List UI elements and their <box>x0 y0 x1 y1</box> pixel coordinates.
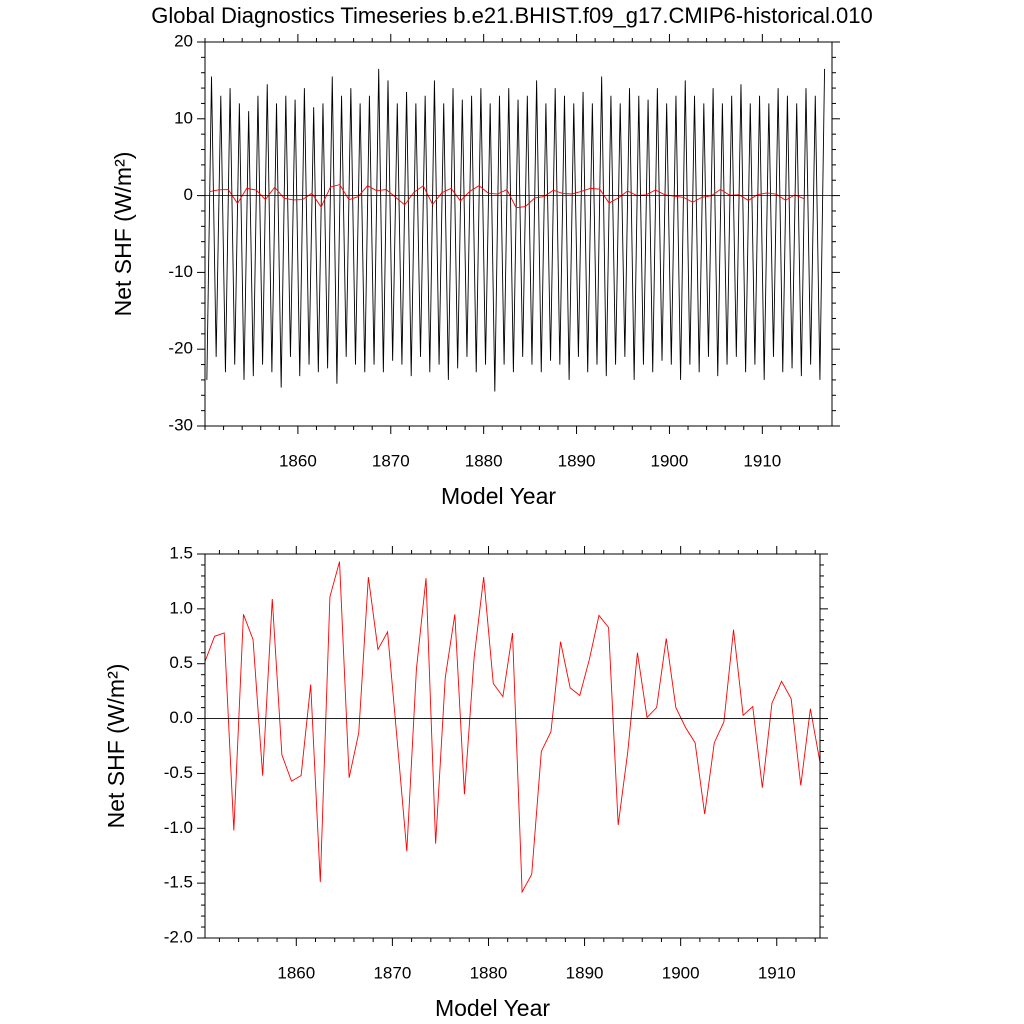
y-tick-label: -1.5 <box>164 873 193 892</box>
y-tick-label: -2.0 <box>164 927 193 946</box>
x-tick-label: 1900 <box>651 451 689 470</box>
x-tick-label: 1860 <box>279 451 317 470</box>
x-tick-label: 1870 <box>373 963 411 982</box>
plot-frame <box>204 553 821 939</box>
y-tick-label: 1.5 <box>169 543 193 562</box>
x-tick-label: 1870 <box>372 451 410 470</box>
y-tick-label: -1.0 <box>164 818 193 837</box>
series-line <box>206 68 826 392</box>
x-tick-label: 1910 <box>758 963 796 982</box>
y-tick-label: 0 <box>184 185 193 204</box>
x-tick-label: 1890 <box>558 451 596 470</box>
x-tick-label: 1880 <box>470 963 508 982</box>
x-tick-label: 1900 <box>662 963 700 982</box>
y-tick-label: -30 <box>168 415 193 434</box>
x-tick-label: 1880 <box>465 451 503 470</box>
y-tick-label: 20 <box>174 31 193 50</box>
x-axis-label: Model Year <box>441 483 556 509</box>
y-tick-label: -10 <box>168 262 193 281</box>
y-tick-label: 1.0 <box>169 598 193 617</box>
plot-frame <box>204 41 833 427</box>
x-tick-label: 1890 <box>566 963 604 982</box>
x-axis-label: Model Year <box>435 995 550 1021</box>
series-line <box>205 561 820 894</box>
y-tick-label: 10 <box>174 108 193 127</box>
y-tick-label: -20 <box>168 339 193 358</box>
y-tick-label: 0.0 <box>169 708 193 727</box>
x-tick-label: 1910 <box>743 451 781 470</box>
y-tick-label: 0.5 <box>169 653 193 672</box>
x-tick-label: 1860 <box>277 963 315 982</box>
figure-title: Global Diagnostics Timeseries b.e21.BHIS… <box>151 3 872 28</box>
y-axis-label: Net SHF (W/m²) <box>103 664 129 829</box>
y-tick-label: -0.5 <box>164 763 193 782</box>
y-axis-label: Net SHF (W/m²) <box>110 152 136 317</box>
